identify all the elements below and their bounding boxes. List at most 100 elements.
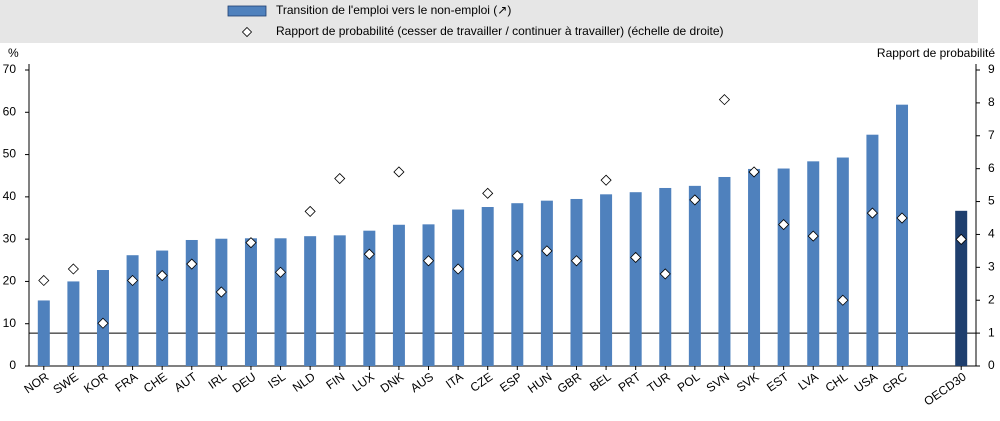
x-tick-label: BEL	[587, 369, 614, 394]
y-tick-label: 50	[3, 147, 17, 161]
bar	[363, 230, 376, 366]
marker	[422, 255, 435, 267]
bar	[452, 209, 465, 366]
x-tick-label: CHE	[141, 370, 170, 396]
x-tick-label: HUN	[525, 370, 554, 396]
marker	[511, 250, 523, 262]
bar	[511, 203, 524, 366]
marker	[97, 317, 109, 329]
x-tick-label: FRA	[112, 370, 140, 395]
marker	[274, 266, 287, 278]
y2-tick-label: 8	[988, 95, 995, 109]
x-tick-label: TUR	[645, 369, 674, 395]
y2-tick-label: 4	[988, 227, 995, 241]
marker	[600, 174, 612, 186]
bar	[540, 200, 553, 366]
marker	[748, 166, 760, 178]
x-tick-label: LUX	[350, 370, 377, 395]
x-tick-label: ESP	[497, 370, 525, 395]
x-tick-label: PRT	[616, 369, 644, 394]
x-tick-label: GRC	[880, 369, 910, 396]
marker	[393, 166, 405, 178]
marker	[304, 205, 316, 217]
marker	[955, 233, 967, 245]
bar	[955, 210, 968, 366]
marker	[570, 255, 583, 267]
bar	[718, 176, 731, 366]
y-tick-label: 40	[3, 189, 17, 203]
bar	[896, 104, 909, 366]
x-tick-label: ITA	[443, 370, 466, 392]
marker	[67, 263, 79, 275]
y-tick-label: 20	[3, 274, 17, 288]
x-tick-label: CHL	[823, 369, 851, 394]
marker	[363, 248, 375, 260]
marker	[156, 269, 168, 282]
bar	[748, 168, 761, 366]
legend-label: Transition de l'emploi vers le non-emplo…	[276, 3, 511, 17]
marker	[334, 172, 346, 185]
bar	[600, 194, 613, 366]
x-tick-label: AUT	[172, 369, 200, 395]
bar	[215, 238, 228, 366]
bar	[688, 185, 701, 366]
bar	[67, 281, 80, 366]
marker	[630, 251, 642, 264]
bar	[304, 236, 317, 366]
bar	[185, 239, 198, 366]
marker	[38, 274, 50, 287]
y2-tick-label: 0	[988, 358, 995, 372]
marker	[778, 219, 790, 231]
x-tick-label: FIN	[323, 370, 347, 393]
marker	[452, 263, 464, 275]
marker	[807, 230, 819, 242]
bar	[333, 235, 346, 366]
y2-tick-label: 7	[988, 128, 995, 142]
x-tick-label: DNK	[378, 370, 407, 396]
marker	[866, 207, 878, 219]
marker	[659, 268, 671, 280]
bar	[244, 238, 257, 366]
bar	[866, 134, 879, 366]
x-tick-label: POL	[675, 369, 703, 394]
bar	[37, 300, 50, 366]
x-tick-label: IRL	[206, 369, 230, 391]
legend-swatch	[241, 26, 253, 38]
marker	[896, 212, 908, 224]
x-tick-label: DEU	[230, 370, 259, 396]
x-tick-label: EST	[764, 369, 792, 394]
y2-tick-label: 1	[988, 325, 995, 339]
x-tick-label: LVA	[796, 370, 821, 393]
bar	[156, 250, 169, 366]
bar	[392, 224, 405, 366]
x-tick-label: NOR	[21, 369, 51, 396]
bar	[274, 238, 287, 366]
x-tick-label: KOR	[81, 369, 111, 396]
x-tick-label: GBR	[555, 369, 585, 396]
x-tick-label: OECD30	[921, 369, 969, 408]
marker	[718, 94, 731, 106]
x-tick-label: USA	[852, 370, 880, 396]
y2-axis-label: Rapport de probabilité	[877, 46, 995, 60]
legend-swatch	[227, 5, 267, 17]
bar	[481, 207, 494, 366]
legend-box	[0, 0, 978, 43]
marker	[837, 294, 849, 306]
x-tick-label: ISL	[265, 369, 288, 391]
x-tick-label: AUS	[408, 370, 436, 396]
y-tick-label: 0	[9, 358, 16, 372]
marker	[186, 258, 198, 270]
marker	[482, 187, 494, 199]
y2-tick-label: 5	[988, 194, 995, 208]
y-tick-label: 10	[3, 316, 17, 330]
x-tick-label: CZE	[468, 370, 496, 395]
y-axis-label: %	[8, 46, 19, 60]
y-tick-label: 70	[3, 62, 17, 76]
y2-tick-label: 3	[988, 260, 995, 274]
bar	[836, 157, 849, 366]
bar	[422, 224, 435, 366]
marker	[541, 245, 553, 257]
y2-tick-label: 6	[988, 161, 995, 175]
x-tick-label: NLD	[290, 369, 318, 394]
